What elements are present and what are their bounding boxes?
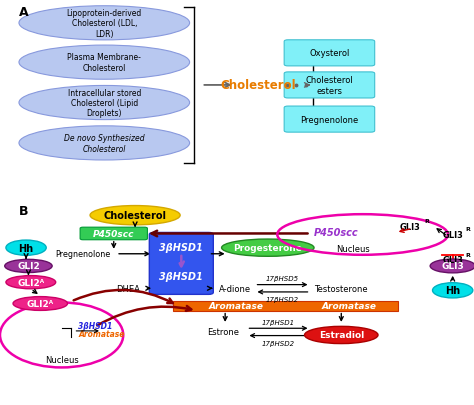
Ellipse shape <box>19 86 190 120</box>
Ellipse shape <box>6 276 56 289</box>
Text: Hh: Hh <box>18 243 34 253</box>
Ellipse shape <box>430 260 474 273</box>
Text: GLI2: GLI2 <box>17 262 40 271</box>
Text: R: R <box>466 227 471 232</box>
Text: R: R <box>424 219 429 224</box>
Text: Aromatase: Aromatase <box>321 301 376 311</box>
Text: DHEA: DHEA <box>116 284 140 293</box>
FancyBboxPatch shape <box>284 107 374 133</box>
Text: Aromatase: Aromatase <box>209 301 264 311</box>
FancyBboxPatch shape <box>284 73 374 99</box>
Text: Estrone: Estrone <box>207 328 239 337</box>
Text: Intracellular stored
Cholesterol (Lipid
Droplets): Intracellular stored Cholesterol (Lipid … <box>68 88 141 118</box>
Text: A-dione: A-dione <box>219 284 251 293</box>
Text: GLI3: GLI3 <box>400 222 420 231</box>
Text: B: B <box>19 205 28 217</box>
Text: Nucleus: Nucleus <box>45 355 79 364</box>
Text: R: R <box>466 252 471 257</box>
Ellipse shape <box>432 283 473 298</box>
Ellipse shape <box>19 46 190 80</box>
FancyBboxPatch shape <box>149 233 213 295</box>
Text: Pregnenolone: Pregnenolone <box>55 249 110 259</box>
Text: GLI2ᴬ: GLI2ᴬ <box>17 278 45 287</box>
Ellipse shape <box>6 241 46 256</box>
Text: 17βHSD1: 17βHSD1 <box>262 319 295 325</box>
Text: 17βHSD2: 17βHSD2 <box>262 340 295 346</box>
Text: De novo Synthesized
Cholesterol: De novo Synthesized Cholesterol <box>64 134 145 153</box>
FancyBboxPatch shape <box>284 40 374 67</box>
Text: 3βHSD1: 3βHSD1 <box>159 271 203 281</box>
Text: Pregnenolone: Pregnenolone <box>301 115 358 124</box>
Text: 3βHSD1: 3βHSD1 <box>159 243 203 253</box>
Ellipse shape <box>19 7 190 41</box>
Text: Cholesterol: Cholesterol <box>104 211 166 221</box>
Text: GLI3: GLI3 <box>442 230 463 239</box>
Text: GLI3: GLI3 <box>442 256 463 265</box>
Text: A: A <box>19 6 28 19</box>
Text: Hh: Hh <box>445 286 460 296</box>
Text: Oxysterol: Oxysterol <box>309 49 350 58</box>
Text: Cholesterol: Cholesterol <box>220 79 296 92</box>
Text: GLI2ᴬ: GLI2ᴬ <box>27 299 54 308</box>
Text: Cholesterol
esters: Cholesterol esters <box>306 76 353 96</box>
Text: P450scc: P450scc <box>93 229 135 239</box>
Ellipse shape <box>5 260 52 273</box>
Ellipse shape <box>221 239 314 257</box>
Ellipse shape <box>13 297 68 311</box>
Text: Testosterone: Testosterone <box>314 284 368 293</box>
Ellipse shape <box>19 126 190 161</box>
Text: GLI3: GLI3 <box>441 262 464 271</box>
Text: 3βHSD1: 3βHSD1 <box>78 322 112 330</box>
Text: 17βHSD5: 17βHSD5 <box>266 275 299 281</box>
Text: 17βHSD2: 17βHSD2 <box>266 297 299 303</box>
Text: Estradiol: Estradiol <box>319 330 364 340</box>
Text: Aromatase: Aromatase <box>78 330 125 339</box>
Ellipse shape <box>90 206 180 225</box>
Text: Progesterone: Progesterone <box>233 243 302 253</box>
Text: Nucleus: Nucleus <box>336 245 370 254</box>
Bar <box>173 301 398 311</box>
Ellipse shape <box>304 326 378 344</box>
FancyBboxPatch shape <box>80 228 147 240</box>
Text: Plasma Membrane-
Cholesterol: Plasma Membrane- Cholesterol <box>67 53 141 72</box>
Text: Lipoprotein-derived
Cholesterol (LDL,
LDR): Lipoprotein-derived Cholesterol (LDL, LD… <box>67 9 142 38</box>
Text: P450scc: P450scc <box>314 228 359 238</box>
